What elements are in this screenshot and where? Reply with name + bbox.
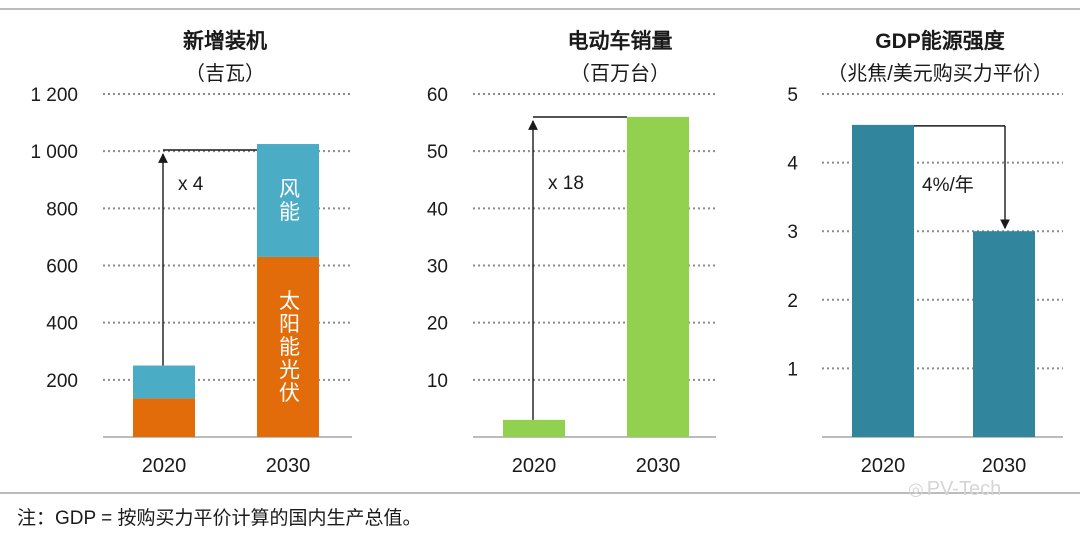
chart-title: 新增装机 [183, 29, 267, 53]
watermark: ◎ PV-Tech [908, 478, 1001, 501]
bar-solar-2030 [257, 256, 319, 437]
bar-2030 [973, 231, 1035, 437]
annotation-label: x 4 [178, 174, 204, 195]
x-tick-label: 2020 [512, 455, 557, 477]
x-tick-label: 2030 [636, 455, 681, 477]
y-tick-label: 200 [46, 371, 78, 392]
wechat-icon: ◎ [908, 479, 924, 499]
annotation-label: 4%/年 [922, 174, 974, 196]
y-tick-label: 60 [427, 85, 448, 106]
chart-title: GDP能源强度 [875, 29, 1005, 53]
chart-subtitle: （百万台） [570, 62, 670, 85]
y-tick-label: 50 [427, 142, 448, 163]
y-tick-label: 1 [787, 359, 798, 380]
panel-energy-intensity: GDP能源强度 （兆焦/美元购买力平价） 1 2 3 4 5 2020 2030 4%/年 [787, 29, 1063, 477]
annotation-label: x 18 [548, 173, 584, 194]
y-tick-label: 40 [427, 199, 448, 220]
y-tick-label: 1 200 [30, 85, 78, 106]
y-tick-label: 10 [427, 371, 448, 392]
footnote: 注：GDP = 按购买力平价计算的国内生产总值。 [17, 508, 422, 529]
bar-2030 [627, 116, 689, 437]
y-tick-label: 3 [787, 222, 798, 243]
y-tick-label: 5 [787, 85, 798, 106]
y-tick-label: 4 [787, 154, 798, 175]
bar-wind-2030 [257, 144, 319, 257]
series-label-solar: 太阳能光伏 [277, 289, 301, 404]
chart-subtitle: （兆焦/美元购买力平价） [827, 62, 1053, 85]
y-tick-label: 30 [427, 257, 448, 278]
series-label-wind: 风能 [277, 177, 301, 223]
x-tick-label: 2030 [266, 455, 311, 477]
x-tick-label: 2020 [861, 455, 906, 477]
chart-subtitle: （吉瓦） [185, 62, 265, 85]
x-tick-label: 2030 [982, 455, 1027, 477]
watermark-text: PV-Tech [926, 478, 1002, 500]
chart-title: 电动车销量 [568, 29, 673, 53]
y-tick-label: 2 [787, 291, 798, 312]
y-tick-label: 600 [46, 257, 78, 278]
bar-2020 [503, 419, 565, 437]
x-tick-label: 2020 [142, 455, 187, 477]
panel-new-capacity: 新增装机 （吉瓦） 200 400 600 800 1 000 1 200 2020 2030 太阳… [30, 29, 352, 477]
y-tick-label: 1 000 [30, 142, 78, 163]
y-tick-label: 400 [46, 314, 78, 335]
bar-wind-2020 [133, 365, 195, 399]
bar-2020 [852, 124, 914, 438]
y-tick-label: 20 [427, 314, 448, 335]
bar-solar-2020 [133, 398, 195, 437]
y-tick-label: 800 [46, 199, 78, 220]
